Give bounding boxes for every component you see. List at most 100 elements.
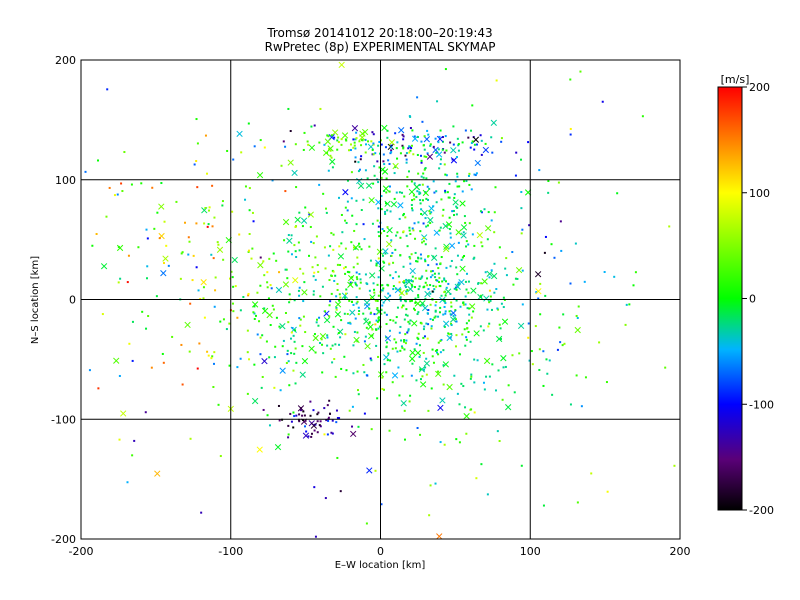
data-point [207,223,210,226]
data-point-x [275,286,283,294]
data-point [284,190,287,193]
data-point [287,360,290,363]
data-point [413,222,416,225]
data-point [266,281,269,284]
data-point [244,198,247,201]
data-point [298,317,301,320]
data-point [310,125,313,128]
data-point [335,409,338,412]
data-point [352,146,355,149]
data-point-x [368,332,375,340]
data-point [429,484,432,487]
data-point-x [299,371,306,378]
data-point [453,374,456,377]
data-point [325,211,328,214]
data-point [355,302,358,305]
data-point [374,323,377,326]
data-point [520,464,523,467]
data-point [335,421,338,424]
data-point [304,206,307,209]
data-point [339,490,342,493]
data-point [605,381,608,384]
data-point [285,361,288,364]
data-point [384,210,387,213]
data-point [261,334,264,337]
data-point [370,140,373,143]
data-point-x [307,211,314,218]
data-point [360,155,363,158]
data-point [291,327,294,330]
data-point [376,299,379,302]
data-point-x [257,262,264,269]
data-point [313,271,316,274]
data-point [322,192,325,195]
data-point [520,232,523,235]
data-point [418,344,421,347]
data-point [329,154,332,157]
data-point [375,344,378,347]
data-point [479,134,482,137]
data-point [188,350,191,353]
data-point [493,211,496,214]
data-point [520,191,523,194]
data-point [354,160,357,163]
data-point [411,209,414,212]
data-point [195,160,198,163]
data-point [377,144,380,147]
data-point [403,318,406,321]
data-point [470,129,473,132]
data-point [443,325,446,328]
data-point [278,271,281,274]
data-point [415,342,418,345]
data-point-x [386,227,393,234]
data-point [424,366,427,369]
data-point [456,254,459,257]
data-point [426,284,429,287]
data-point-x [384,295,391,302]
data-point [569,403,572,406]
data-point-x [351,125,359,132]
data-point [423,325,426,328]
data-point [396,350,399,353]
data-point-x [200,279,207,286]
data-point-x [432,146,439,154]
data-point [330,156,333,159]
data-point-x [364,343,371,350]
data-point [332,233,335,236]
data-point [336,456,339,459]
data-point [438,229,441,232]
data-point [282,339,285,342]
data-point [403,340,406,343]
data-point [425,357,428,360]
data-point [417,221,420,224]
data-point [344,266,347,269]
data-point [278,325,281,328]
data-point [400,306,403,309]
data-point [302,300,305,303]
data-point-x [376,248,384,255]
data-point [424,258,427,261]
data-point [464,406,467,409]
data-point [303,131,306,134]
data-point-x [433,229,440,236]
data-point-x [256,171,264,179]
data-point [356,262,359,265]
data-point [396,231,399,234]
data-point [430,387,433,390]
data-point [420,322,423,325]
data-point [431,348,434,351]
data-point-x [382,248,389,255]
data-point [344,219,347,222]
data-point [293,299,296,302]
data-point [228,364,231,367]
data-point [259,256,262,259]
data-point [377,231,380,234]
data-point [520,158,523,161]
data-point [515,151,518,154]
data-point [490,219,493,222]
data-point [348,149,351,152]
data-point [284,312,287,315]
data-point [641,115,644,118]
data-point [272,252,275,255]
